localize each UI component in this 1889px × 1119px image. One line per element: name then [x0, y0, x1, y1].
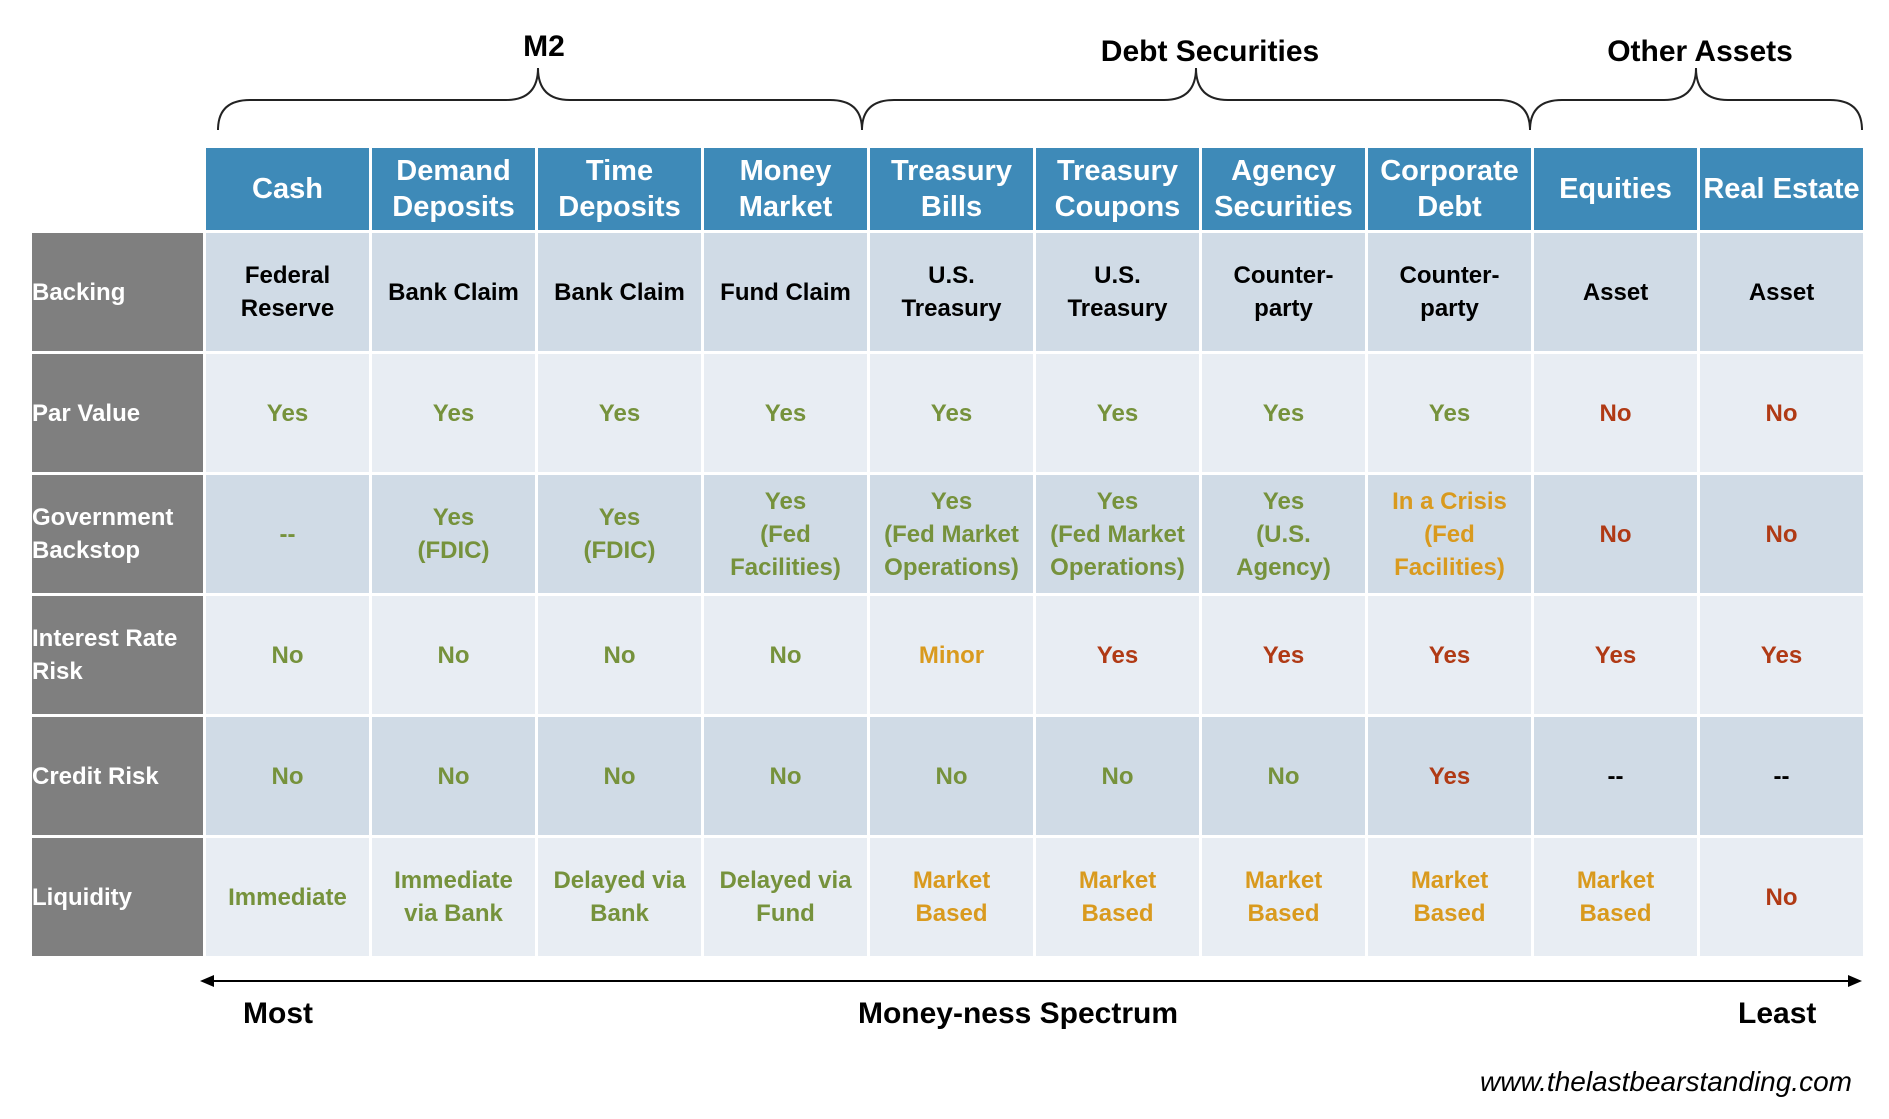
table-cell: U.S. Treasury [1036, 233, 1199, 351]
table-cell: Yes [704, 354, 867, 472]
table-cell: Fund Claim [704, 233, 867, 351]
table-cell: Market Based [1368, 838, 1531, 956]
group-label-other-assets: Other Assets [1607, 35, 1793, 68]
table-cell: Market Based [1036, 838, 1199, 956]
table-row: Liquidity Immediate Immediate via Bank Dela… [32, 838, 1863, 956]
table-cell: Yes [1202, 596, 1365, 714]
table-cell: -- [1534, 717, 1697, 835]
row-label-liquidity: Liquidity [32, 838, 203, 956]
table-cell: Yes (FDIC) [538, 475, 701, 593]
table-cell: No [1202, 717, 1365, 835]
table-cell: Delayed via Fund [704, 838, 867, 956]
table-cell: Yes [1368, 354, 1531, 472]
table-cell: -- [206, 475, 369, 593]
column-header-money-market: Money Market [704, 148, 867, 230]
row-label-government-backstop: Government Backstop [32, 475, 203, 593]
table-cell: Counter- party [1368, 233, 1531, 351]
table-cell: Yes [372, 354, 535, 472]
table-corner [32, 148, 203, 230]
table-cell: Yes [870, 354, 1033, 472]
table-cell: U.S. Treasury [870, 233, 1033, 351]
table-cell: No [870, 717, 1033, 835]
m2-brace [217, 67, 863, 131]
table-cell: No [538, 596, 701, 714]
table-cell: Yes [1368, 596, 1531, 714]
column-header-real-estate: Real Estate [1700, 148, 1863, 230]
table-cell: No [1700, 354, 1863, 472]
column-header-treasury-coupons: Treasury Coupons [1036, 148, 1199, 230]
table-cell: Market Based [870, 838, 1033, 956]
table-cell: Yes [538, 354, 701, 472]
table-cell: No [206, 596, 369, 714]
column-header-time-deposits: Time Deposits [538, 148, 701, 230]
table-cell: Yes [206, 354, 369, 472]
table-row: Interest Rate Risk No No No No Minor Yes Yes Yes… [32, 596, 1863, 714]
table-cell: Yes [1700, 596, 1863, 714]
table-cell: In a Crisis (Fed Facilities) [1368, 475, 1531, 593]
table-row: Backing Federal Reserve Bank Claim Bank Cla… [32, 233, 1863, 351]
table-cell: Counter- party [1202, 233, 1365, 351]
table-cell: Yes [1368, 717, 1531, 835]
table-cell: No [1534, 475, 1697, 593]
table-cell: -- [1700, 717, 1863, 835]
row-label-par-value: Par Value [32, 354, 203, 472]
table-cell: No [1700, 838, 1863, 956]
table-cell: Yes (FDIC) [372, 475, 535, 593]
spectrum-least-label: Least [1738, 997, 1817, 1030]
row-label-backing: Backing [32, 233, 203, 351]
table-cell: No [372, 596, 535, 714]
group-label-m2: M2 [523, 30, 565, 63]
website-credit: www.thelastbearstanding.com [1480, 1066, 1852, 1097]
table-cell: No [1700, 475, 1863, 593]
table-cell: Immediate via Bank [372, 838, 535, 956]
table-cell: Asset [1700, 233, 1863, 351]
column-header-treasury-bills: Treasury Bills [870, 148, 1033, 230]
table-cell: Bank Claim [372, 233, 535, 351]
row-label-credit-risk: Credit Risk [32, 717, 203, 835]
table-cell: Immediate [206, 838, 369, 956]
table-cell: Yes [1036, 354, 1199, 472]
table-row: Par Value Yes Yes Yes Yes Yes Yes Yes Yes No No [32, 354, 1863, 472]
table-cell: Yes [1534, 596, 1697, 714]
table-row: Government Backstop -- Yes (FDIC) Yes (FDIC… [32, 475, 1863, 593]
debt-securities-brace [861, 67, 1531, 131]
table-cell: Yes (Fed Market Operations) [870, 475, 1033, 593]
table-cell: Federal Reserve [206, 233, 369, 351]
column-header-agency-securities: Agency Securities [1202, 148, 1365, 230]
table-cell: Market Based [1202, 838, 1365, 956]
row-label-interest-rate-risk: Interest Rate Risk [32, 596, 203, 714]
table-cell: No [1534, 354, 1697, 472]
other-assets-brace [1529, 67, 1863, 131]
table-cell: No [704, 596, 867, 714]
spectrum-title: Money-ness Spectrum [857, 997, 1179, 1030]
table-cell: No [206, 717, 369, 835]
table-cell: Asset [1534, 233, 1697, 351]
group-label-debt-securities: Debt Securities [1100, 35, 1320, 68]
group-braces [217, 67, 1863, 131]
table-cell: Bank Claim [538, 233, 701, 351]
column-header-equities: Equities [1534, 148, 1697, 230]
table-cell: No [704, 717, 867, 835]
table-cell: Yes [1036, 596, 1199, 714]
table-cell: No [538, 717, 701, 835]
column-header-corporate-debt: Corporate Debt [1368, 148, 1531, 230]
table-cell: Minor [870, 596, 1033, 714]
header-row: Cash Demand Deposits Time Deposits Money… [32, 148, 1863, 230]
column-header-cash: Cash [206, 148, 369, 230]
table-row: Credit Risk No No No No No No No Yes -- -- [32, 717, 1863, 835]
table-cell: Delayed via Bank [538, 838, 701, 956]
table-cell: Yes (Fed Market Operations) [1036, 475, 1199, 593]
table-cell: Market Based [1534, 838, 1697, 956]
table-cell: Yes [1202, 354, 1365, 472]
table-cell: No [1036, 717, 1199, 835]
moneyness-table: Cash Demand Deposits Time Deposits Money… [29, 145, 1866, 959]
spectrum-most-label: Most [243, 997, 313, 1030]
table-cell: Yes (U.S. Agency) [1202, 475, 1365, 593]
table-cell: Yes (Fed Facilities) [704, 475, 867, 593]
column-header-demand-deposits: Demand Deposits [372, 148, 535, 230]
table-cell: No [372, 717, 535, 835]
